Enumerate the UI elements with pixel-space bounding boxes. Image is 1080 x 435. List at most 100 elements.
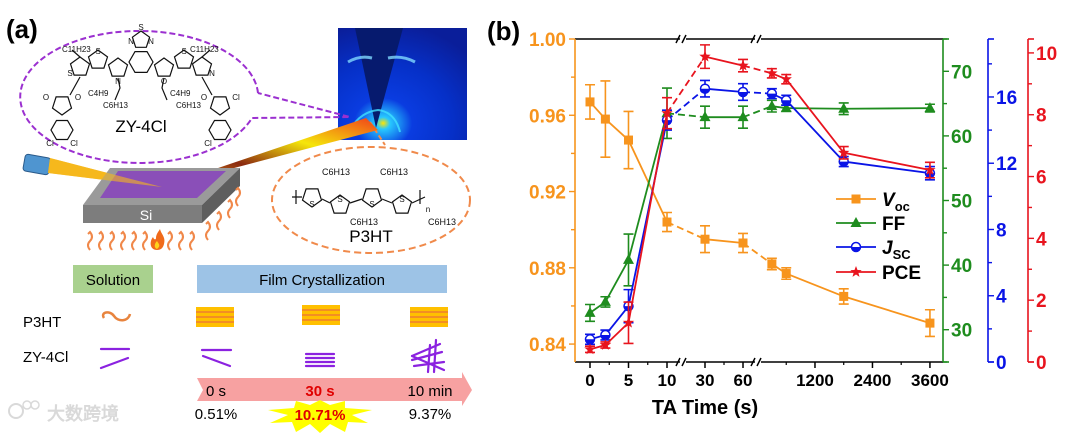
substituent-label: C4H9	[170, 89, 191, 98]
watermark-logo: 大数跨境	[8, 400, 119, 425]
error-bar-ff	[600, 295, 611, 308]
series-line-pce	[785, 78, 845, 154]
series-line-pce	[742, 64, 773, 75]
error-bar-pce	[585, 345, 595, 354]
series-line-jsc	[843, 160, 931, 175]
data-point-voc	[585, 97, 595, 107]
zy-4cl-packing-icon	[410, 338, 446, 374]
axis-break-mark	[681, 34, 687, 44]
data-point-voc	[767, 259, 777, 269]
data-point-ff	[699, 111, 711, 122]
series-line-voc	[742, 242, 773, 265]
p3ht-callout	[271, 146, 471, 254]
axis-break-mark	[756, 34, 762, 44]
zy-4cl-callout	[19, 29, 351, 164]
data-point-voc	[662, 217, 672, 227]
legend-label-ff: FF	[882, 214, 905, 235]
data-point-ff	[661, 107, 673, 118]
y-tick-label-pce: 4	[1036, 229, 1047, 250]
atom-label: S	[309, 200, 314, 209]
y-tick-label-jsc: 4	[996, 287, 1007, 308]
series-ff	[584, 87, 936, 323]
pce-0s: 0.51%	[195, 406, 238, 423]
series-line-voc	[843, 295, 931, 324]
series-line-pce	[771, 72, 787, 81]
error-bar-pce	[662, 96, 672, 130]
error-bar-voc	[924, 308, 935, 338]
series-jsc	[584, 79, 936, 346]
substituent-label: C11H23	[62, 45, 91, 54]
series-voc	[585, 80, 935, 338]
series-line-pce	[604, 322, 630, 346]
x-tick-label: 1200	[796, 371, 834, 390]
series-line-jsc	[604, 305, 630, 336]
axis-break-mark	[756, 357, 762, 367]
series-line-ff	[604, 259, 630, 303]
data-point-pce	[622, 316, 635, 328]
legend-label-jsc: JSC	[882, 238, 911, 262]
series-line-pce	[666, 56, 706, 114]
series-line-ff	[843, 107, 930, 110]
data-point-pce	[780, 73, 792, 84]
atom-label: Cl	[232, 93, 240, 102]
legend-marker-pce	[850, 266, 862, 277]
flame-icon	[150, 229, 165, 250]
x-tick-label: 60	[734, 371, 753, 390]
time-0s: 0 s	[206, 383, 226, 400]
stage-film-label: Film Crystallization	[259, 272, 385, 289]
series-line-ff	[786, 107, 844, 110]
atom-label: S	[138, 23, 143, 32]
data-point-ff	[766, 100, 778, 111]
data-point-jsc	[584, 334, 596, 345]
panel-a-label: (a)	[6, 14, 38, 44]
zy-4cl-packing-icon	[200, 348, 233, 368]
error-bar-ff	[838, 102, 849, 116]
x-tick-label: 3600	[911, 371, 949, 390]
svg-text:大数跨境: 大数跨境	[47, 403, 119, 425]
atom-label: N	[148, 37, 154, 46]
data-point-voc	[839, 291, 849, 301]
data-point-pce	[584, 343, 596, 355]
plot-frame	[575, 34, 943, 367]
data-point-jsc	[661, 114, 673, 126]
substituent-label: C6H13	[176, 101, 201, 110]
atom-label: S	[337, 195, 342, 204]
data-point-voc	[624, 135, 633, 145]
data-point-voc	[738, 238, 748, 248]
series-line-jsc	[704, 87, 744, 93]
y-tick-label-voc: 0.96	[529, 106, 566, 127]
substituent-label: C6H13	[350, 217, 378, 227]
y-tick-label-pce: 10	[1036, 44, 1057, 65]
series-line-voc	[666, 221, 706, 241]
series-line-jsc	[589, 334, 606, 341]
legend-item-pce: PCE	[836, 263, 921, 284]
series-line-ff	[771, 105, 787, 110]
error-bar-jsc	[600, 329, 611, 341]
series-pce	[584, 44, 936, 355]
series-line-voc	[771, 263, 787, 275]
y-axis-jsc: 0 4 8 12 16	[987, 38, 1017, 374]
atom-label: Cl	[204, 139, 212, 148]
zy-4cl-packing-icon	[99, 347, 131, 370]
data-point-ff	[584, 306, 596, 317]
error-bar-voc	[585, 83, 595, 120]
data-point-jsc	[924, 167, 936, 179]
atom-label: O	[161, 77, 167, 86]
y-axis-ff: 30 40 50 60 70	[942, 38, 972, 363]
y-tick-label-ff: 30	[951, 321, 972, 342]
data-point-ff	[924, 102, 936, 113]
atom-label: N	[209, 69, 215, 78]
si-substrate	[48, 158, 240, 223]
series-line-voc	[785, 272, 845, 298]
x-tick-label: 2400	[854, 371, 892, 390]
x-axis-title: TA Time (s)	[652, 397, 758, 419]
y-tick-label-voc: 0.92	[529, 183, 566, 204]
zy-4cl-label: ZY-4Cl	[115, 117, 166, 136]
substituent-label: C11H23	[190, 45, 219, 54]
y-tick-label-pce: 0	[1036, 353, 1047, 374]
y-tick-label-jsc: 8	[996, 220, 1007, 241]
time-30s: 30 s	[305, 383, 334, 400]
error-bar-jsc	[662, 109, 672, 131]
error-bar-pce	[738, 58, 749, 73]
